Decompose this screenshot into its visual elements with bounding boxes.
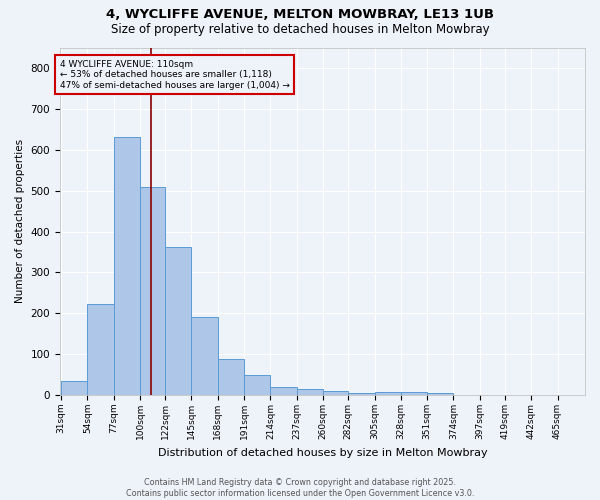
Bar [165,246,191,395]
Bar [297,389,323,395]
Bar [191,318,218,395]
Bar [244,374,271,395]
Bar [323,391,348,395]
Text: Size of property relative to detached houses in Melton Mowbray: Size of property relative to detached ho… [110,22,490,36]
Text: 4 WYCLIFFE AVENUE: 110sqm
← 53% of detached houses are smaller (1,118)
47% of se: 4 WYCLIFFE AVENUE: 110sqm ← 53% of detac… [60,60,290,90]
Bar [348,393,374,395]
Bar [113,138,140,395]
Bar [88,304,113,395]
Text: Contains HM Land Registry data © Crown copyright and database right 2025.
Contai: Contains HM Land Registry data © Crown c… [126,478,474,498]
Bar [218,359,244,395]
Bar [374,392,401,395]
X-axis label: Distribution of detached houses by size in Melton Mowbray: Distribution of detached houses by size … [158,448,487,458]
Bar [140,186,165,395]
Bar [401,392,427,395]
Bar [427,393,454,395]
Bar [61,381,88,395]
Text: 4, WYCLIFFE AVENUE, MELTON MOWBRAY, LE13 1UB: 4, WYCLIFFE AVENUE, MELTON MOWBRAY, LE13… [106,8,494,20]
Y-axis label: Number of detached properties: Number of detached properties [15,140,25,304]
Bar [271,387,297,395]
